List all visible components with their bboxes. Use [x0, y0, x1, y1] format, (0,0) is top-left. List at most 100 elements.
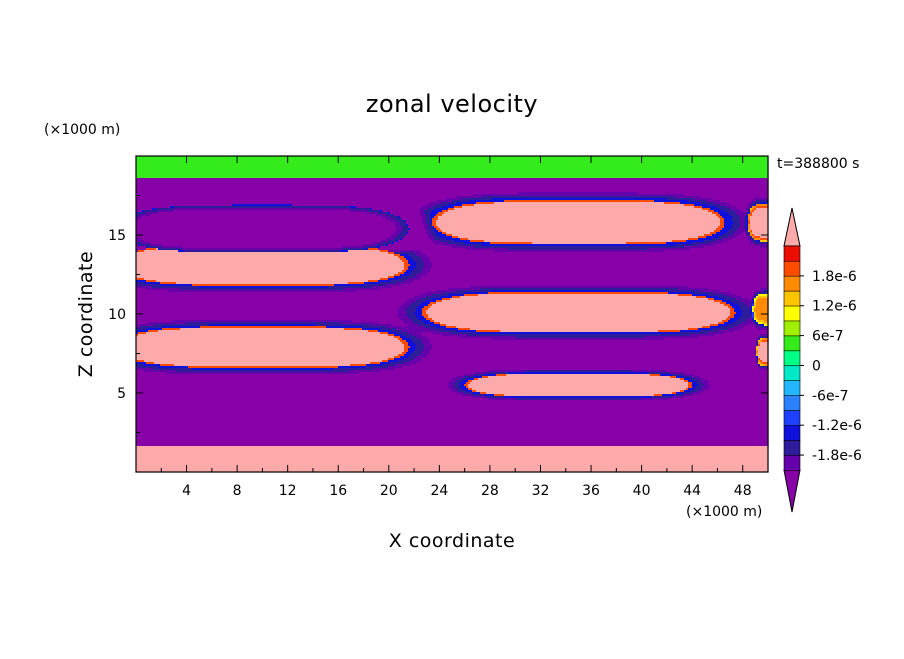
contour-cell	[712, 234, 723, 237]
contour-cell	[136, 408, 769, 411]
contour-cell	[458, 244, 483, 247]
contour-cell	[754, 210, 769, 213]
contour-cell	[660, 374, 673, 377]
contour-cell	[490, 242, 533, 245]
contour-cell	[730, 228, 739, 231]
contour-cell	[386, 244, 389, 247]
contour-cell	[406, 310, 417, 313]
contour-cell	[448, 204, 463, 207]
contour-cell	[434, 216, 439, 219]
contour-cell	[748, 214, 751, 217]
contour-cell	[434, 238, 447, 241]
contour-cell	[714, 334, 761, 337]
contour-cell	[414, 322, 425, 325]
contour-cell	[404, 262, 409, 265]
contour-cell	[344, 328, 363, 331]
contour-cell	[698, 390, 705, 393]
contour-cell	[478, 378, 681, 381]
z-tick-label: 10	[108, 307, 126, 323]
contour-cell	[458, 236, 699, 239]
contour-cell	[136, 330, 149, 333]
contour-cell	[740, 224, 745, 227]
contour-cell	[370, 362, 381, 365]
contour-cell	[378, 280, 391, 283]
contour-cell	[680, 330, 701, 333]
contour-cell	[658, 330, 681, 333]
contour-cell	[684, 392, 693, 395]
contour-cell	[708, 204, 721, 207]
contour-cell	[728, 230, 737, 233]
contour-cell	[454, 208, 703, 211]
contour-cell	[410, 298, 421, 301]
contour-cell	[762, 338, 769, 341]
contour-cell	[466, 382, 471, 385]
contour-cell	[136, 174, 769, 177]
contour-cell	[730, 314, 735, 317]
contour-cell	[442, 232, 447, 235]
contour-cell	[732, 238, 749, 241]
contour-cell	[166, 372, 359, 375]
contour-cell	[704, 378, 769, 381]
contour-cell	[730, 292, 755, 295]
colorbar-segment	[783, 380, 801, 396]
contour-cell	[136, 256, 399, 259]
contour-cell	[518, 192, 639, 195]
contour-cell	[136, 176, 769, 179]
contour-cell	[668, 292, 695, 295]
contour-cell	[420, 272, 429, 275]
contour-cell	[136, 466, 769, 469]
contour-cell	[136, 264, 405, 267]
contour-cell	[136, 198, 447, 201]
contour-cell	[136, 262, 405, 265]
contour-cell	[388, 358, 395, 361]
contour-cell	[728, 306, 733, 309]
contour-cell	[756, 356, 759, 359]
contour-cell	[136, 384, 449, 387]
contour-cell	[136, 468, 769, 471]
contour-cell	[748, 220, 751, 223]
contour-cell	[452, 236, 459, 239]
contour-cell	[748, 230, 751, 233]
x-tick-label: 48	[734, 483, 752, 499]
contour-cell	[684, 378, 691, 381]
contour-cell	[756, 352, 759, 355]
contour-cell	[708, 210, 715, 213]
contour-cell	[508, 372, 649, 375]
contour-cell	[754, 244, 769, 247]
contour-cell	[136, 274, 395, 277]
contour-cell	[136, 390, 453, 393]
contour-cell	[674, 394, 685, 397]
contour-cell	[746, 228, 749, 231]
contour-cell	[408, 316, 417, 319]
contour-cell	[472, 396, 487, 399]
contour-cell	[376, 214, 387, 217]
contour-cell	[372, 242, 383, 245]
contour-cell	[752, 310, 755, 313]
contour-cell	[402, 304, 411, 307]
contour-cell	[702, 326, 711, 329]
contour-cell	[388, 332, 397, 335]
contour-cell	[410, 264, 417, 267]
contour-cell	[684, 246, 705, 249]
z-unit-label: (×1000 m)	[44, 122, 120, 138]
contour-cell	[690, 378, 699, 381]
contour-cell	[754, 318, 757, 321]
contour-cell	[136, 272, 399, 275]
contour-cell	[648, 372, 671, 375]
contour-cell	[366, 364, 383, 367]
contour-cell	[400, 238, 403, 241]
contour-cell	[756, 290, 763, 293]
colorbar-label: -1.2e-6	[812, 418, 862, 434]
contour-cell	[662, 394, 675, 397]
contour-cell	[698, 336, 759, 339]
contour-cell	[416, 362, 757, 365]
contour-cell	[432, 346, 757, 349]
contour-cell	[136, 398, 489, 401]
contour-cell	[436, 232, 443, 235]
contour-cell	[738, 208, 747, 211]
contour-cell	[730, 300, 741, 303]
contour-cell	[476, 202, 495, 205]
contour-cell	[398, 354, 405, 357]
contour-cell	[136, 446, 769, 449]
contour-cell	[158, 210, 175, 213]
